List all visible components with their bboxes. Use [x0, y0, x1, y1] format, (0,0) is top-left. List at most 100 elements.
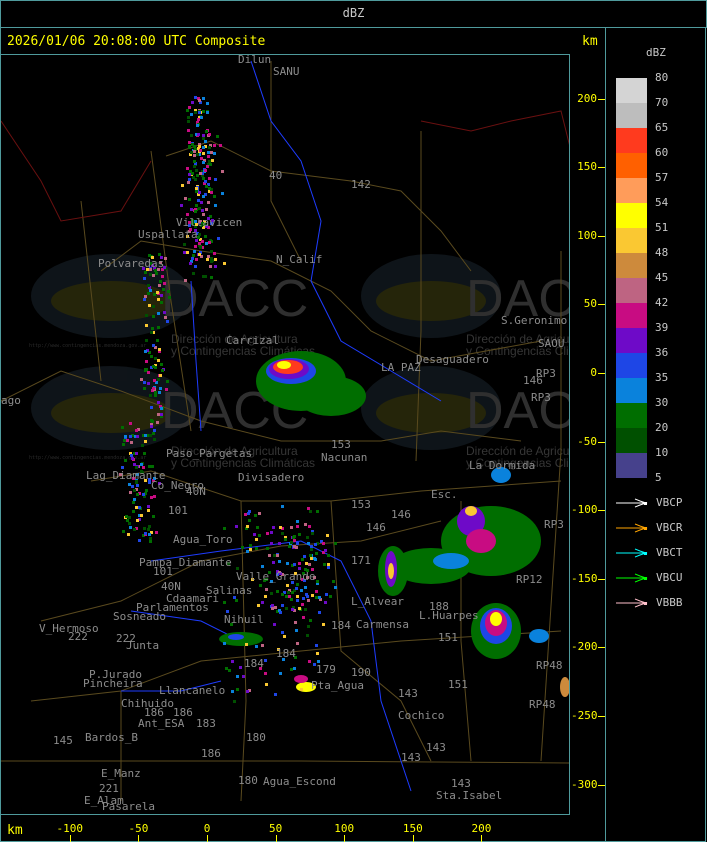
road-line: [40, 520, 442, 622]
radar-echo-pixel: [303, 579, 306, 582]
radar-echo-pixel: [119, 473, 122, 476]
radar-echo-pixel: [290, 598, 293, 601]
radar-echo-pixel: [133, 528, 136, 531]
radar-echo-pixel: [188, 141, 191, 144]
radar-echo-pixel: [133, 452, 136, 455]
radar-echo-pixel: [304, 568, 307, 571]
radar-echo-pixel: [147, 382, 150, 385]
radar-echo-pixel: [290, 541, 293, 544]
radar-echo-pixel: [281, 527, 284, 530]
radar-echo-pixel: [135, 429, 138, 432]
y-tick-label: -200: [571, 640, 598, 654]
radar-echo-pixel: [142, 493, 145, 496]
radar-echo-pixel: [194, 220, 197, 223]
radar-echo-pixel: [314, 543, 317, 546]
radar-echo-pixel: [291, 564, 294, 567]
radar-echo-pixel: [131, 457, 134, 460]
radar-echo-pixel: [140, 514, 143, 517]
radar-echo-pixel: [188, 178, 191, 181]
place-label: RP3: [544, 518, 564, 531]
radar-arrow-icon: [616, 548, 648, 558]
radar-echo-pixel: [317, 660, 320, 663]
place-label: 40N: [161, 580, 181, 593]
place-label: 186: [144, 706, 164, 719]
radar-echo-pixel: [148, 481, 151, 484]
radar-echo-pixel: [219, 144, 222, 147]
radar-echo-pixel: [188, 230, 191, 233]
radar-echo-pixel: [309, 510, 312, 513]
radar-echo-pixel: [150, 425, 153, 428]
place-label: N_Calif: [276, 253, 322, 266]
radar-echo-pixel: [273, 554, 276, 557]
place-label: SANU: [273, 65, 300, 78]
radar-echo-pixel: [127, 533, 130, 536]
radar-echo-pixel: [149, 262, 152, 265]
radar-echo-pixel: [198, 153, 201, 156]
radar-echo-pixel: [193, 160, 196, 163]
radar-echo-pixel: [126, 439, 129, 442]
radar-echo-pixel: [306, 634, 309, 637]
watermark-text: y Contingencias Climáticas: [466, 344, 570, 358]
radar-echo-pixel: [152, 305, 155, 308]
radar-echo-pixel: [202, 226, 205, 229]
radar-echo-pixel: [304, 608, 307, 611]
road-line: [240, 500, 247, 802]
x-tick-mark: [344, 835, 346, 842]
radar-label-vbcu: VBCU: [656, 571, 683, 584]
radar-echo-pixel: [293, 539, 296, 542]
radar-arrow-icon: [616, 598, 648, 608]
radar-echo-pixel: [151, 389, 154, 392]
radar-echo-pixel: [209, 215, 212, 218]
radar-echo-pixel: [202, 146, 205, 149]
radar-echo-pixel: [136, 473, 139, 476]
radar-echo-pixel: [131, 434, 134, 437]
radar-echo-pixel: [319, 598, 322, 601]
radar-echo-pixel: [188, 198, 191, 201]
place-label: 180: [246, 731, 266, 744]
place-label: Lag_Diamante: [86, 469, 165, 482]
place-label: 143: [451, 777, 471, 790]
legend-value-label: 57: [655, 171, 669, 184]
road-line: [150, 150, 192, 432]
radar-echo-pixel: [264, 659, 267, 662]
radar-echo-pixel: [199, 149, 202, 152]
place-label: 146: [391, 508, 411, 521]
radar-echo-pixel: [309, 619, 312, 622]
place-label: 143: [398, 687, 418, 700]
radar-echo-pixel: [255, 547, 258, 550]
radar-echo-pixel: [154, 364, 157, 367]
watermark-logo-text: DACC: [466, 270, 570, 328]
radar-echo-pixel: [186, 235, 189, 238]
radar-echo-pixel: [205, 208, 208, 211]
radar-echo-pixel: [200, 157, 203, 160]
radar-echo-pixel: [207, 217, 210, 220]
radar-echo-pixel: [146, 268, 149, 271]
radar-echo-pixel: [315, 552, 318, 555]
radar-echo-pixel: [150, 419, 153, 422]
radar-echo-pixel: [200, 255, 203, 258]
place-label: Esc.: [431, 488, 458, 501]
radar-echo-pixel: [192, 176, 195, 179]
radar-echo-pixel: [293, 667, 296, 670]
radar-echo-pixel: [152, 432, 155, 435]
legend-value-label: 70: [655, 96, 669, 109]
place-label: 190: [351, 666, 371, 679]
legend-value-label: 48: [655, 246, 669, 259]
place-label: Pampa_Diamante: [139, 556, 232, 569]
radar-echo-pixel: [226, 610, 229, 613]
radar-echo-pixel: [191, 143, 194, 146]
radar-echo-pixel: [159, 280, 162, 283]
radar-echo-pixel: [194, 208, 197, 211]
radar-echo: [490, 612, 502, 626]
radar-echo-pixel: [133, 498, 136, 501]
legend-color-42: [616, 303, 647, 328]
radar-echo-pixel: [302, 572, 305, 575]
radar-echo-pixel: [194, 162, 197, 165]
place-label: V_Hermoso: [39, 622, 99, 635]
radar-echo-pixel: [210, 240, 213, 243]
x-tick-label: 50: [268, 822, 283, 835]
radar-echo-pixel: [307, 599, 310, 602]
radar-echo-pixel: [144, 271, 147, 274]
